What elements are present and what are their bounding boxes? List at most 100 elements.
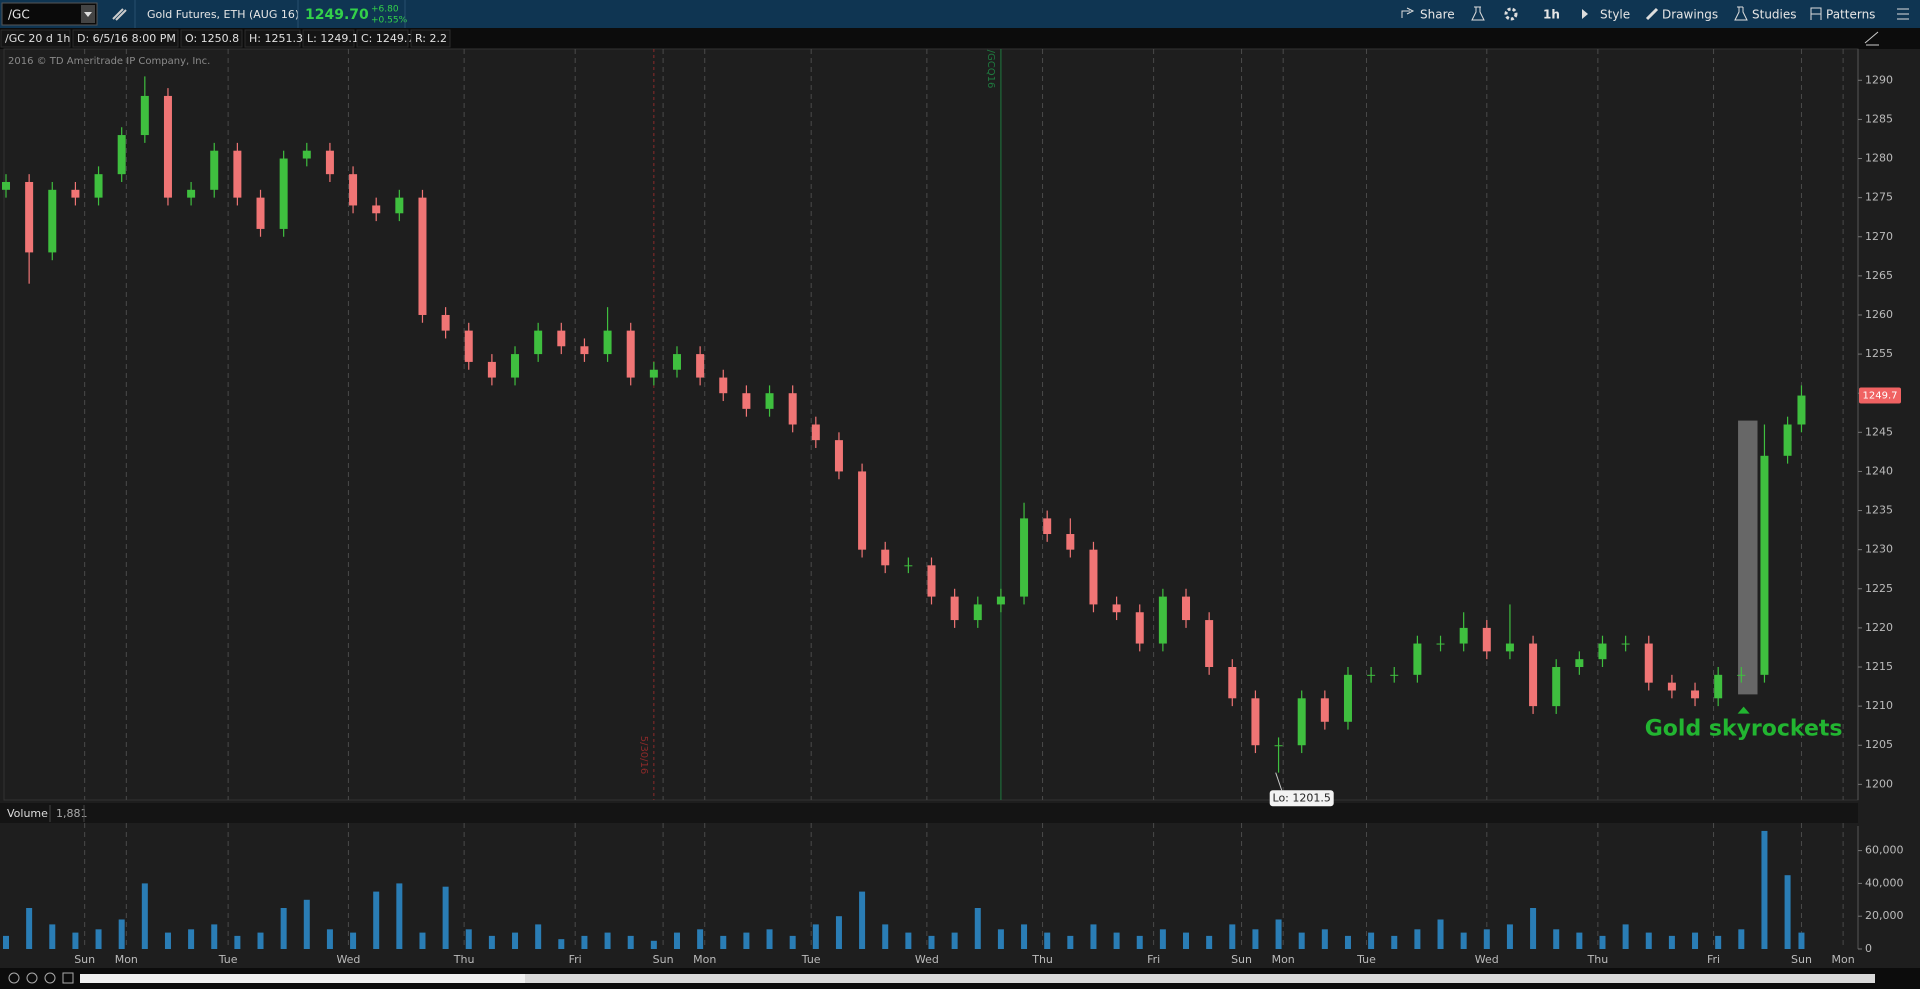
- candle-body: [1089, 549, 1098, 605]
- y-tick-label: 1270: [1865, 230, 1893, 243]
- volume-bar: [1599, 935, 1606, 949]
- event-label: 5/30/16: [638, 736, 649, 775]
- annotation-box: [1269, 790, 1334, 807]
- volume-bar: [1275, 919, 1282, 949]
- info-cell: [244, 29, 301, 48]
- link-icon[interactable]: [112, 8, 127, 21]
- last-price: 1249.70: [305, 7, 369, 23]
- zoom-reset[interactable]: [44, 972, 56, 984]
- volume-bar: [1391, 935, 1398, 949]
- volume-bar: [1206, 935, 1213, 949]
- candle-body: [25, 181, 34, 253]
- candle-body: [233, 150, 242, 198]
- x-tick-label: Thu: [1031, 953, 1053, 966]
- y-tick-label: 1245: [1865, 425, 1893, 438]
- volume-title: Volume: [7, 807, 48, 820]
- menu-icon[interactable]: [1897, 8, 1909, 20]
- zoom-in[interactable]: [26, 972, 38, 984]
- style-icon: [1582, 9, 1588, 19]
- candle-body: [1135, 612, 1144, 644]
- volume-bar: [1344, 935, 1351, 949]
- y-tick-label: 1255: [1865, 347, 1893, 360]
- candle-body: [1436, 643, 1445, 645]
- candle-body: [788, 393, 797, 425]
- settings-icon[interactable]: [1504, 7, 1518, 21]
- event-label: /GCQ16: [985, 50, 996, 89]
- volume-bar: [326, 929, 333, 949]
- candle-body: [534, 330, 543, 355]
- volume-bar: [905, 932, 912, 949]
- scrollbar-thumb[interactable]: [525, 974, 1875, 983]
- x-tick-label: Mon: [693, 953, 716, 966]
- x-tick-label: Wed: [1475, 953, 1499, 966]
- volume-bar: [72, 932, 79, 949]
- volume-bar: [997, 929, 1004, 949]
- y-tick-label: 1210: [1865, 699, 1893, 712]
- info-text: D: 6/5/16 8:00 PM: [77, 32, 176, 45]
- volume-bar: [1298, 932, 1305, 949]
- candle-body: [163, 95, 172, 198]
- x-tick-label: Fri: [1707, 953, 1720, 966]
- flask-icon[interactable]: [1471, 6, 1485, 21]
- info-cell: [302, 29, 355, 48]
- candle-body: [372, 205, 381, 214]
- candle-body: [1529, 643, 1538, 707]
- x-tick-label: Fri: [1147, 953, 1160, 966]
- symbol-input[interactable]: [1, 2, 98, 26]
- candle-body: [1552, 667, 1561, 707]
- candle-body: [1066, 534, 1075, 550]
- scroll-left-area[interactable]: [80, 974, 525, 983]
- x-tick-label: Thu: [453, 953, 475, 966]
- zoom-controls: [8, 972, 74, 984]
- volume-bar: [1645, 932, 1652, 949]
- y-tick-label: 1275: [1865, 191, 1893, 204]
- zoom-fit[interactable]: [62, 972, 74, 984]
- share-label: Share: [1420, 8, 1455, 22]
- drawing-tool-icon[interactable]: [1864, 31, 1879, 46]
- candle-body: [1228, 667, 1237, 699]
- volume-bar: [1136, 935, 1143, 949]
- volume-bar: [141, 883, 148, 949]
- candle-body: [210, 150, 219, 190]
- candle-body: [1297, 698, 1306, 746]
- x-tick-label: Tue: [218, 953, 238, 966]
- volume-bar: [1021, 924, 1028, 949]
- x-tick-label: Wed: [336, 953, 360, 966]
- candle-body: [1667, 682, 1676, 691]
- y-tick-label: 60,000: [1865, 844, 1904, 857]
- x-tick-label: Thu: [1587, 953, 1609, 966]
- x-tick-label: Sun: [653, 953, 674, 966]
- candle-body: [1205, 620, 1214, 668]
- x-tick-label: Tue: [1356, 953, 1376, 966]
- drawings-button[interactable]: Drawings: [1662, 8, 1718, 22]
- candle-body: [696, 354, 705, 378]
- candle-body: [1621, 643, 1630, 645]
- candle-body: [349, 174, 358, 206]
- studies-icon: [1734, 6, 1748, 21]
- candle-body: [672, 354, 681, 370]
- studies-button[interactable]: Studies: [1752, 8, 1797, 22]
- volume-bar: [1692, 932, 1699, 949]
- candle-body: [904, 565, 913, 567]
- volume-bar: [257, 932, 264, 949]
- annotation: Lo: 1201.5: [1273, 791, 1331, 804]
- info-cell: [356, 29, 409, 48]
- patterns-button[interactable]: Patterns: [1826, 8, 1875, 22]
- volume-bar: [419, 932, 426, 949]
- patterns-icon: [1810, 7, 1822, 20]
- style-button[interactable]: Style: [1600, 8, 1630, 22]
- volume-bar: [373, 891, 380, 949]
- volume-bar: [951, 932, 958, 949]
- timeframe-button[interactable]: 1h: [1543, 8, 1560, 22]
- volume-bar: [1715, 935, 1722, 949]
- candle-body: [1367, 674, 1376, 676]
- plot: Sun Mon Tue Wed Thu Fri Sun Mon Tue Wed Thu Fri Sun M…: [2, 49, 1904, 966]
- candle-body: [1390, 674, 1399, 676]
- candle-body: [996, 596, 1005, 605]
- x-tick-label: Tue: [801, 953, 821, 966]
- last-price-label: 1249.7: [1863, 391, 1898, 402]
- info-cell: [0, 29, 71, 48]
- zoom-out[interactable]: [8, 972, 20, 984]
- y-tick-label: 1290: [1865, 73, 1893, 86]
